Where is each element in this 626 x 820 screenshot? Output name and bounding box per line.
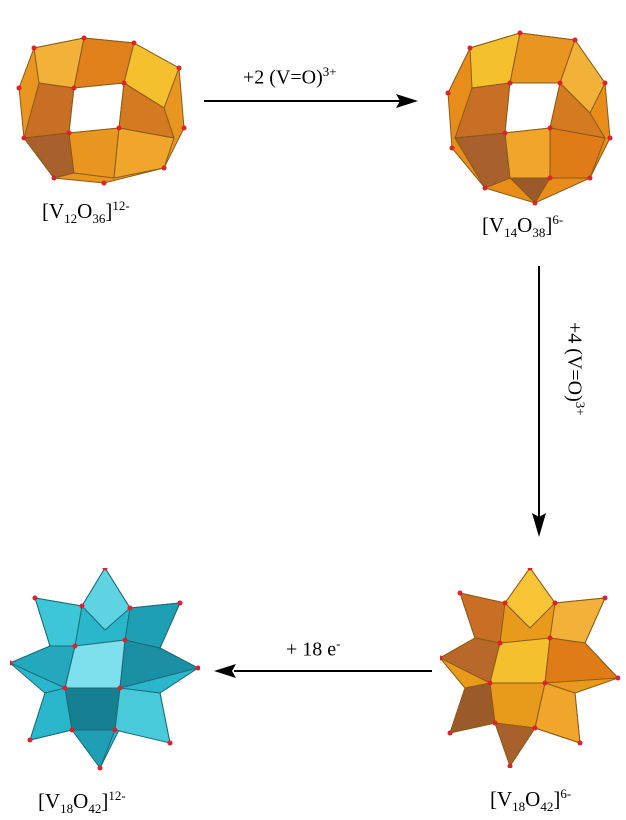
label-v18o42-oxidized: [V18O42]6-	[490, 786, 572, 815]
label-v18o42-reduced: [V18O42]12-	[38, 788, 126, 817]
arrow-down	[528, 262, 550, 542]
label-v12o36: [V12O36]12-	[42, 198, 130, 227]
step2-label: +4 (V=O)3+	[563, 322, 588, 416]
arrow-left	[210, 660, 435, 682]
molecule-v18o42-reduced	[10, 568, 200, 773]
step3-label: + 18 e-	[286, 636, 341, 661]
molecule-v12o36	[14, 28, 189, 188]
label-v14o38: [V14O38]6-	[482, 212, 564, 241]
arrow-right-1	[200, 90, 425, 112]
molecule-v18o42-oxidized	[440, 568, 620, 768]
step1-label: +2 (V=O)3+	[243, 64, 337, 89]
molecule-v14o38	[440, 28, 615, 208]
